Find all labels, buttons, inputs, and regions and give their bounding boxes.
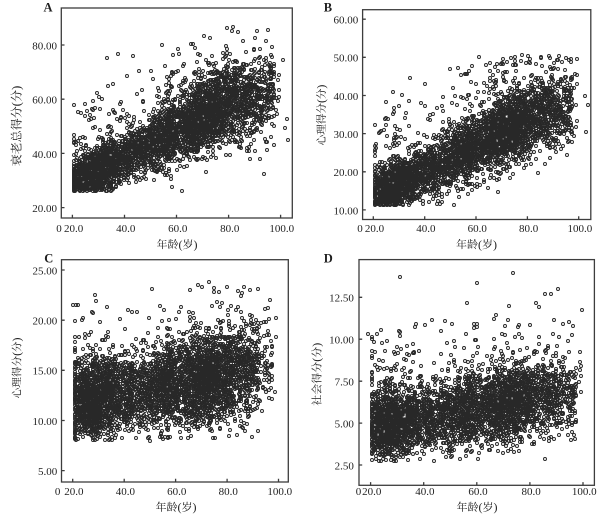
svg-text:20.0: 20.0 — [362, 486, 382, 498]
svg-text:): ) — [494, 500, 498, 514]
svg-text:12.50: 12.50 — [329, 293, 354, 305]
svg-text:(: ( — [310, 358, 324, 362]
svg-text:100.0: 100.0 — [267, 486, 292, 498]
svg-text:0: 0 — [56, 223, 62, 235]
svg-text:D: D — [324, 252, 333, 266]
svg-text:(: ( — [179, 237, 183, 251]
svg-text:40.0: 40.0 — [116, 223, 136, 235]
svg-text:): ) — [310, 343, 324, 347]
svg-text:(: ( — [479, 500, 483, 514]
svg-text:40.00: 40.00 — [32, 149, 57, 161]
svg-text:40.00: 40.00 — [334, 91, 359, 103]
svg-text:7.50: 7.50 — [335, 377, 355, 389]
svg-text:10.00: 10.00 — [32, 416, 57, 428]
svg-text:50.00: 50.00 — [334, 53, 359, 65]
svg-text:(: ( — [478, 237, 482, 251]
svg-text:20.0: 20.0 — [365, 223, 385, 235]
svg-text:100.0: 100.0 — [568, 223, 593, 235]
svg-text:40.0: 40.0 — [415, 486, 435, 498]
svg-text:A: A — [44, 1, 53, 15]
svg-text:(: ( — [9, 102, 24, 106]
svg-text:25.00: 25.00 — [32, 265, 57, 277]
svg-text:40.0: 40.0 — [116, 486, 136, 498]
svg-text:): ) — [194, 237, 198, 251]
svg-text:(: ( — [314, 99, 328, 103]
svg-text:10.00: 10.00 — [334, 205, 359, 217]
svg-text:80.0: 80.0 — [519, 223, 539, 235]
svg-text:60.0: 60.0 — [167, 486, 187, 498]
svg-text:60.0: 60.0 — [468, 486, 488, 498]
svg-text:0: 0 — [357, 223, 363, 235]
svg-text:0: 0 — [356, 486, 362, 498]
svg-text:5.00: 5.00 — [38, 466, 58, 478]
svg-text:80.00: 80.00 — [32, 40, 57, 52]
svg-text:(: ( — [10, 352, 24, 356]
svg-text:): ) — [10, 338, 24, 342]
svg-text:15.00: 15.00 — [32, 366, 57, 378]
svg-text:): ) — [314, 85, 328, 89]
svg-text:5.00: 5.00 — [335, 419, 355, 431]
svg-text:2.50: 2.50 — [335, 460, 355, 472]
svg-text:100.0: 100.0 — [572, 486, 597, 498]
svg-text:60.0: 60.0 — [168, 223, 188, 235]
svg-text:80.0: 80.0 — [219, 486, 239, 498]
svg-text:30.00: 30.00 — [334, 129, 359, 141]
svg-text:100.0: 100.0 — [269, 223, 294, 235]
svg-text:80.0: 80.0 — [220, 223, 240, 235]
svg-text:20.0: 20.0 — [64, 223, 84, 235]
svg-text:20.00: 20.00 — [32, 316, 57, 328]
svg-text:20.00: 20.00 — [334, 167, 359, 179]
svg-text:): ) — [193, 500, 197, 514]
svg-text:60.0: 60.0 — [468, 223, 488, 235]
svg-text:40.0: 40.0 — [416, 223, 436, 235]
svg-text:0: 0 — [55, 486, 61, 498]
svg-text:20.00: 20.00 — [32, 203, 57, 215]
svg-text:60.00: 60.00 — [32, 95, 57, 107]
svg-text:60.00: 60.00 — [334, 15, 359, 27]
svg-text:B: B — [324, 1, 332, 15]
svg-text:20.0: 20.0 — [64, 486, 84, 498]
svg-text:): ) — [493, 237, 497, 251]
svg-text:80.0: 80.0 — [521, 486, 541, 498]
svg-text:): ) — [9, 86, 24, 90]
svg-text:(: ( — [178, 500, 182, 514]
svg-text:C: C — [44, 252, 53, 266]
svg-text:10.00: 10.00 — [329, 335, 354, 347]
